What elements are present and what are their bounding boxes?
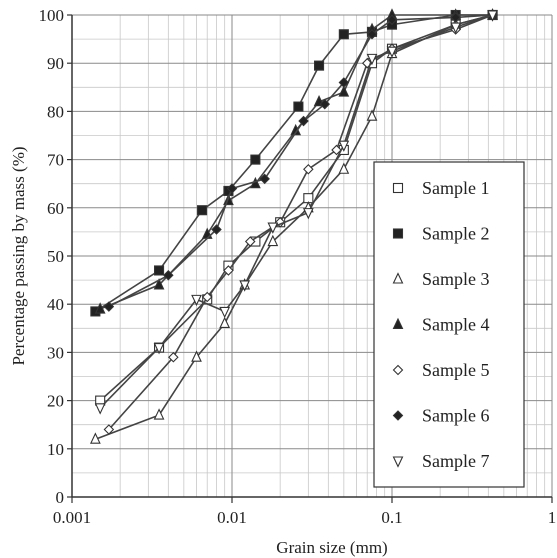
- series-line: [108, 14, 493, 308]
- data-point: [201, 291, 213, 303]
- data-point: [450, 22, 462, 34]
- legend-marker: [392, 317, 404, 330]
- data-point: [153, 408, 165, 420]
- data-point: [450, 12, 461, 23]
- x-tick-label: 0.01: [217, 508, 247, 527]
- legend: Sample 1 Sample 2 Sample 3 Sample 4 Sample 5…: [373, 161, 525, 488]
- data-point: [366, 109, 378, 121]
- legend-item: Sample 2: [392, 224, 490, 244]
- legend-label: Sample 1: [422, 178, 490, 198]
- series-line: [95, 14, 493, 440]
- legend-label: Sample 7: [422, 451, 490, 471]
- legend-marker: [392, 182, 404, 194]
- data-point: [197, 205, 208, 216]
- data-point: [319, 98, 331, 110]
- series-6: [103, 9, 498, 312]
- legend-item: Sample 7: [392, 451, 490, 471]
- legend-marker: [392, 456, 404, 468]
- data-point: [94, 403, 106, 415]
- data-point: [267, 234, 279, 247]
- legend-item: Sample 1: [392, 178, 490, 198]
- series-line: [94, 14, 493, 313]
- legend-label: Sample 2: [422, 224, 490, 244]
- data-point: [153, 343, 165, 355]
- data-point: [103, 301, 115, 312]
- data-point: [244, 236, 256, 247]
- data-point: [338, 77, 350, 88]
- data-point: [239, 280, 251, 292]
- series-7: [94, 10, 498, 415]
- y-tick-label: 40: [47, 295, 64, 314]
- series-layer: [90, 8, 498, 444]
- axis-layer: 0 10 20 30 40 50 60 70 80 90 100 0.001 0.01 0.1 1 Grain…: [9, 6, 556, 557]
- series-line: [99, 14, 493, 310]
- data-point: [94, 302, 106, 314]
- legend-marker: [392, 228, 404, 239]
- data-point: [366, 53, 378, 66]
- y-tick-label: 30: [47, 343, 64, 362]
- data-point: [163, 270, 174, 281]
- data-point: [259, 173, 270, 185]
- data-point: [250, 154, 261, 165]
- series-line: [108, 14, 493, 431]
- legend-label: Sample 3: [422, 269, 490, 289]
- series-line: [99, 14, 493, 409]
- legend-item: Sample 4: [392, 315, 490, 335]
- data-point: [226, 183, 238, 194]
- data-point: [338, 29, 349, 40]
- data-point: [154, 265, 165, 276]
- legend-label: Sample 4: [422, 315, 490, 335]
- y-tick-label: 100: [39, 6, 65, 25]
- data-point: [153, 278, 165, 290]
- data-point: [314, 60, 325, 71]
- data-point: [90, 432, 101, 444]
- x-tick-label: 0.1: [381, 508, 402, 527]
- data-point: [302, 208, 314, 220]
- data-point: [303, 163, 314, 175]
- data-point: [386, 14, 398, 26]
- y-tick-label: 10: [47, 440, 64, 459]
- y-axis-title: Percentage passing by mass (%): [9, 146, 28, 365]
- legend-item: Sample 6: [392, 406, 490, 426]
- data-point: [331, 144, 342, 156]
- data-point: [298, 115, 309, 127]
- data-point: [191, 294, 202, 307]
- data-point: [267, 222, 279, 234]
- legend-marker: [392, 410, 404, 421]
- y-tick-label: 80: [47, 102, 64, 121]
- data-point: [168, 351, 179, 363]
- data-point: [103, 424, 115, 435]
- data-point: [338, 140, 350, 152]
- legend-label: Sample 5: [422, 360, 490, 380]
- data-point: [487, 10, 498, 22]
- x-tick-label: 0.001: [53, 508, 91, 527]
- data-point: [219, 306, 231, 319]
- data-point: [223, 265, 234, 276]
- y-tick-label: 90: [47, 54, 64, 73]
- x-axis-title: Grain size (mm): [276, 538, 387, 557]
- y-tick-label: 60: [47, 199, 64, 218]
- legend-item: Sample 3: [392, 269, 490, 289]
- legend-label: Sample 6: [422, 406, 490, 426]
- legend-marker: [392, 272, 404, 284]
- y-tick-label: 20: [47, 392, 64, 411]
- x-tick-label: 1: [548, 508, 557, 527]
- data-point: [386, 46, 398, 58]
- legend-marker: [392, 364, 404, 376]
- y-tick-label: 70: [47, 151, 64, 170]
- legend-item: Sample 5: [392, 360, 490, 380]
- data-point: [191, 350, 202, 362]
- data-point: [338, 85, 350, 97]
- y-tick-label: 50: [47, 247, 64, 266]
- y-tick-label: 0: [56, 488, 65, 507]
- data-point: [366, 29, 378, 40]
- data-point: [338, 162, 350, 174]
- data-point: [219, 316, 231, 329]
- data-point: [293, 101, 304, 112]
- data-point: [211, 224, 222, 235]
